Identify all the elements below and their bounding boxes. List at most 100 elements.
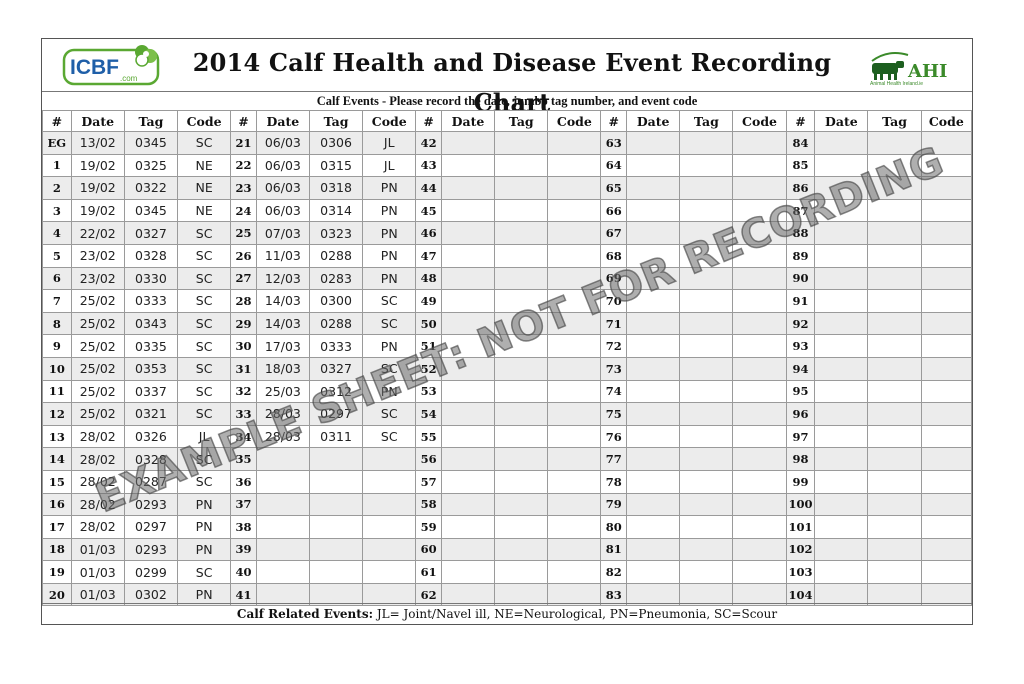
tag-cell[interactable]	[867, 537, 922, 562]
tag-cell[interactable]	[679, 447, 734, 471]
tag-cell[interactable]: 0353	[123, 356, 179, 381]
date-cell[interactable]	[255, 582, 310, 607]
date-cell[interactable]	[626, 334, 681, 358]
date-cell[interactable]	[814, 221, 869, 245]
tag-cell[interactable]	[494, 560, 549, 584]
date-cell[interactable]	[814, 334, 869, 358]
tag-cell[interactable]	[494, 379, 549, 404]
tag-cell[interactable]	[308, 469, 364, 494]
tag-cell[interactable]: 0323	[308, 221, 364, 245]
date-cell[interactable]	[440, 424, 496, 449]
tag-cell[interactable]	[308, 515, 364, 539]
code-cell[interactable]	[920, 198, 973, 223]
date-cell[interactable]	[814, 582, 869, 607]
code-cell[interactable]	[547, 447, 602, 471]
code-cell[interactable]: PN	[362, 221, 417, 245]
date-cell[interactable]	[814, 198, 869, 223]
date-cell[interactable]: 25/02	[70, 356, 125, 381]
date-cell[interactable]: 28/03	[255, 402, 310, 426]
code-cell[interactable]	[920, 266, 973, 291]
tag-cell[interactable]: 0297	[123, 515, 179, 539]
tag-cell[interactable]: 0345	[123, 198, 179, 223]
code-cell[interactable]	[732, 198, 787, 223]
tag-cell[interactable]	[867, 198, 922, 223]
tag-cell[interactable]	[494, 424, 549, 449]
date-cell[interactable]: 28/02	[70, 515, 125, 539]
date-cell[interactable]: 28/03	[255, 424, 310, 449]
code-cell[interactable]: PN	[177, 537, 232, 562]
date-cell[interactable]	[626, 289, 681, 313]
date-cell[interactable]	[440, 221, 496, 245]
tag-cell[interactable]	[494, 243, 549, 268]
date-cell[interactable]	[626, 560, 681, 584]
tag-cell[interactable]	[867, 334, 922, 358]
date-cell[interactable]: 07/03	[255, 221, 310, 245]
code-cell[interactable]: NE	[177, 176, 232, 200]
code-cell[interactable]	[362, 515, 417, 539]
code-cell[interactable]	[920, 537, 973, 562]
tag-cell[interactable]	[867, 311, 922, 336]
tag-cell[interactable]	[679, 356, 734, 381]
date-cell[interactable]	[440, 447, 496, 471]
tag-cell[interactable]: 0283	[308, 266, 364, 291]
date-cell[interactable]	[626, 582, 681, 607]
code-cell[interactable]: SC	[177, 243, 232, 268]
code-cell[interactable]: SC	[362, 402, 417, 426]
tag-cell[interactable]	[494, 198, 549, 223]
code-cell[interactable]: PN	[362, 243, 417, 268]
tag-cell[interactable]	[867, 447, 922, 471]
code-cell[interactable]	[547, 176, 602, 200]
date-cell[interactable]	[626, 198, 681, 223]
code-cell[interactable]	[547, 221, 602, 245]
date-cell[interactable]	[626, 424, 681, 449]
tag-cell[interactable]: 0293	[123, 537, 179, 562]
date-cell[interactable]	[814, 153, 869, 178]
code-cell[interactable]	[362, 582, 417, 607]
date-cell[interactable]	[814, 515, 869, 539]
code-cell[interactable]: SC	[177, 311, 232, 336]
tag-cell[interactable]	[679, 469, 734, 494]
code-cell[interactable]: NE	[177, 198, 232, 223]
tag-cell[interactable]	[679, 153, 734, 178]
tag-cell[interactable]	[494, 515, 549, 539]
code-cell[interactable]	[362, 537, 417, 562]
code-cell[interactable]	[732, 560, 787, 584]
tag-cell[interactable]	[494, 402, 549, 426]
code-cell[interactable]: SC	[177, 447, 232, 471]
date-cell[interactable]: 23/02	[70, 243, 125, 268]
tag-cell[interactable]: 0330	[123, 266, 179, 291]
tag-cell[interactable]	[494, 582, 549, 607]
code-cell[interactable]: SC	[177, 560, 232, 584]
tag-cell[interactable]: 0314	[308, 198, 364, 223]
date-cell[interactable]	[626, 356, 681, 381]
date-cell[interactable]: 19/02	[70, 198, 125, 223]
tag-cell[interactable]	[679, 402, 734, 426]
date-cell[interactable]	[626, 469, 681, 494]
tag-cell[interactable]	[867, 379, 922, 404]
tag-cell[interactable]: 0333	[308, 334, 364, 358]
date-cell[interactable]	[814, 537, 869, 562]
date-cell[interactable]	[255, 447, 310, 471]
code-cell[interactable]: SC	[362, 311, 417, 336]
code-cell[interactable]	[920, 424, 973, 449]
tag-cell[interactable]	[679, 379, 734, 404]
date-cell[interactable]	[626, 266, 681, 291]
code-cell[interactable]	[362, 560, 417, 584]
code-cell[interactable]: PN	[362, 379, 417, 404]
tag-cell[interactable]	[679, 560, 734, 584]
code-cell[interactable]	[362, 492, 417, 517]
tag-cell[interactable]	[308, 447, 364, 471]
code-cell[interactable]	[920, 334, 973, 358]
tag-cell[interactable]: 0300	[308, 289, 364, 313]
date-cell[interactable]	[440, 492, 496, 517]
date-cell[interactable]: 19/02	[70, 176, 125, 200]
date-cell[interactable]	[440, 537, 496, 562]
date-cell[interactable]	[814, 131, 869, 155]
code-cell[interactable]: SC	[362, 356, 417, 381]
tag-cell[interactable]	[679, 311, 734, 336]
tag-cell[interactable]	[308, 537, 364, 562]
date-cell[interactable]	[440, 379, 496, 404]
date-cell[interactable]: 06/03	[255, 198, 310, 223]
date-cell[interactable]: 25/02	[70, 311, 125, 336]
date-cell[interactable]	[626, 402, 681, 426]
